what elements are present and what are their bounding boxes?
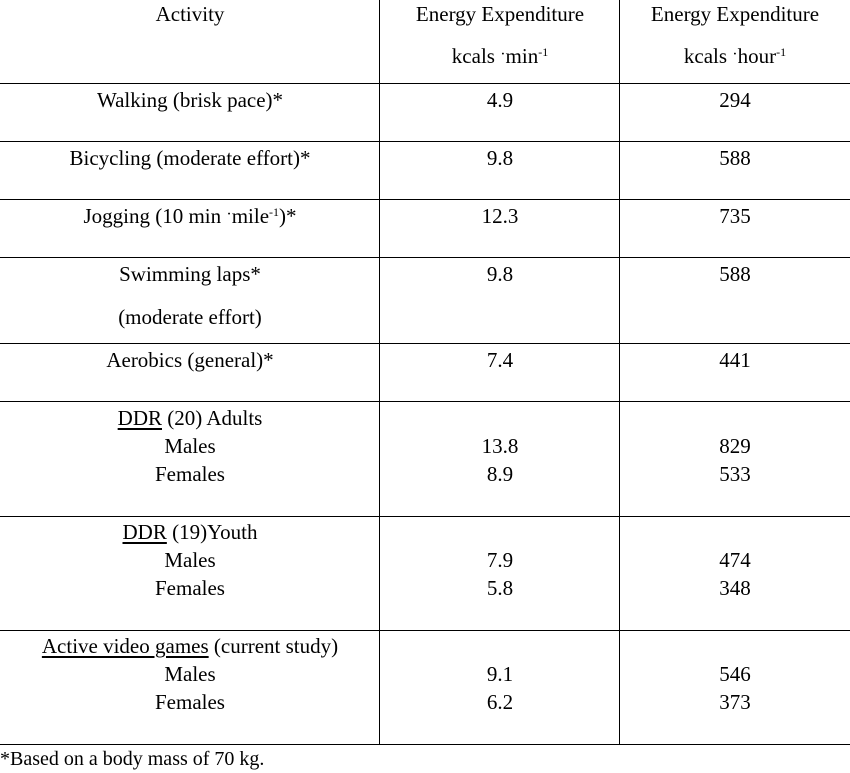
row-kcal-min: 12.3: [481, 204, 519, 228]
group-label: DDR (19)Youth: [122, 520, 258, 544]
row-activity: Jogging (10 min ·mile-1)*: [83, 204, 297, 228]
row-divider: [0, 401, 850, 402]
column-divider: [379, 0, 380, 745]
header-col3-title: Energy Expenditure: [650, 2, 820, 26]
row-kcal-hour: 735: [719, 204, 751, 228]
group-females-label: Females: [155, 690, 225, 714]
group-females-label: Females: [155, 576, 225, 600]
group-males-hour: 546: [719, 662, 751, 686]
row-activity: Swimming laps*: [119, 262, 261, 286]
row-kcal-hour: 294: [719, 88, 751, 112]
group-label: DDR (20) Adults: [117, 406, 263, 430]
header-col2-unit: kcals ·min-1: [451, 44, 549, 68]
row-kcal-hour: 441: [719, 348, 751, 372]
row-divider: [0, 516, 850, 517]
row-activity: Walking (brisk pace)*: [96, 88, 284, 112]
group-females-hour: 373: [719, 690, 751, 714]
group-males-hour: 474: [719, 548, 751, 572]
group-males-hour: 829: [719, 434, 751, 458]
row-kcal-min: 9.8: [486, 262, 514, 286]
row-divider: [0, 744, 850, 745]
group-females-min: 5.8: [486, 576, 514, 600]
group-females-label: Females: [155, 462, 225, 486]
row-kcal-hour: 588: [719, 262, 751, 286]
group-males-min: 7.9: [486, 548, 514, 572]
header-col2-title: Energy Expenditure: [415, 2, 585, 26]
row-divider: [0, 199, 850, 200]
row-activity: Bicycling (moderate effort)*: [69, 146, 311, 170]
row-divider: [0, 630, 850, 631]
group-label: Active video games (current study): [41, 634, 339, 658]
row-kcal-min: 4.9: [486, 88, 514, 112]
footnote: *Based on a body mass of 70 kg.: [0, 748, 265, 770]
row-activity-line2: (moderate effort): [118, 305, 262, 329]
row-kcal-hour: 588: [719, 146, 751, 170]
group-females-min: 6.2: [486, 690, 514, 714]
row-divider: [0, 141, 850, 142]
row-kcal-min: 7.4: [486, 348, 514, 372]
column-divider: [619, 0, 620, 745]
group-males-min: 13.8: [481, 434, 519, 458]
group-females-hour: 533: [719, 462, 751, 486]
row-kcal-min: 9.8: [486, 146, 514, 170]
row-divider: [0, 343, 850, 344]
row-activity: Aerobics (general)*: [106, 348, 274, 372]
group-males-label: Males: [164, 434, 216, 458]
group-males-label: Males: [164, 548, 216, 572]
header-activity: Activity: [155, 2, 225, 26]
group-females-hour: 348: [719, 576, 751, 600]
row-divider: [0, 257, 850, 258]
group-females-min: 8.9: [486, 462, 514, 486]
row-divider: [0, 83, 850, 84]
group-males-min: 9.1: [486, 662, 514, 686]
header-col3-unit: kcals ·hour-1: [683, 44, 787, 68]
group-males-label: Males: [164, 662, 216, 686]
